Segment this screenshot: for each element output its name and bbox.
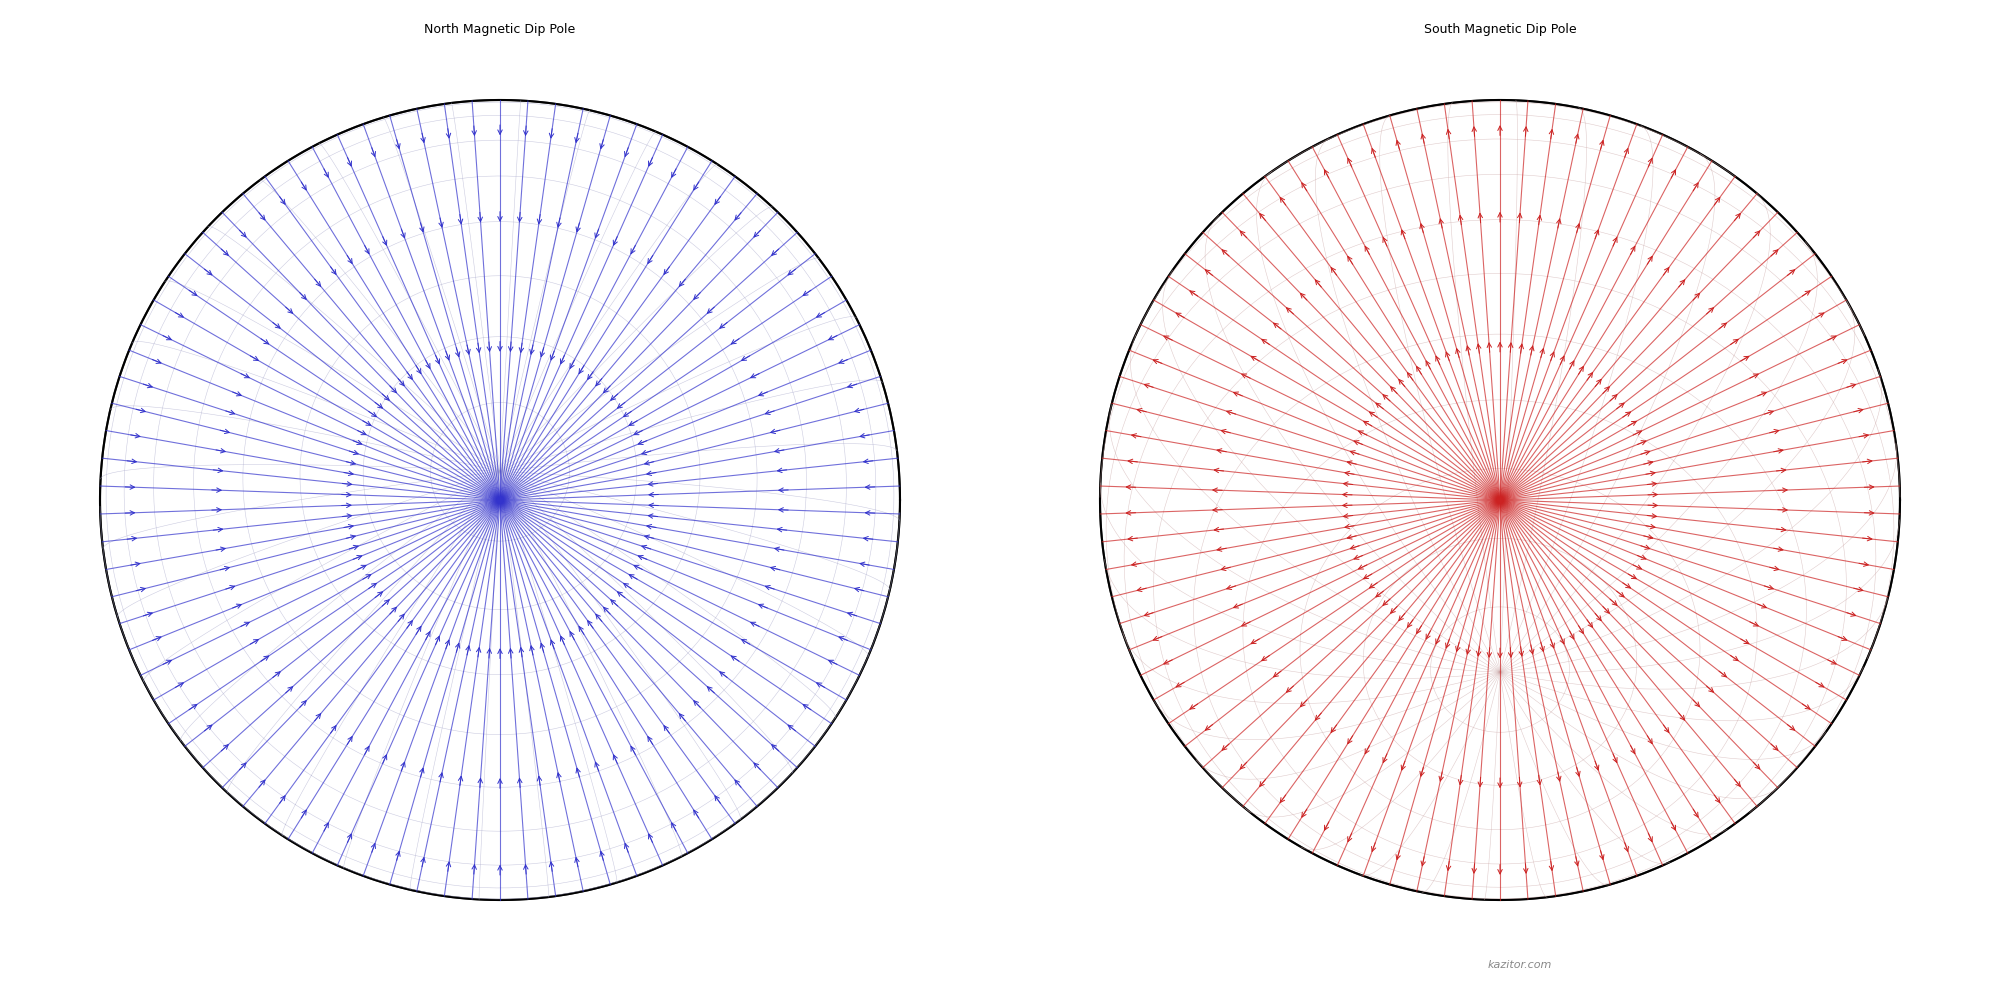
Circle shape bbox=[1100, 100, 1900, 900]
Title: South Magnetic Dip Pole: South Magnetic Dip Pole bbox=[1424, 23, 1576, 36]
Circle shape bbox=[100, 100, 900, 900]
Title: North Magnetic Dip Pole: North Magnetic Dip Pole bbox=[424, 23, 576, 36]
Text: kazitor.com: kazitor.com bbox=[1488, 960, 1552, 970]
